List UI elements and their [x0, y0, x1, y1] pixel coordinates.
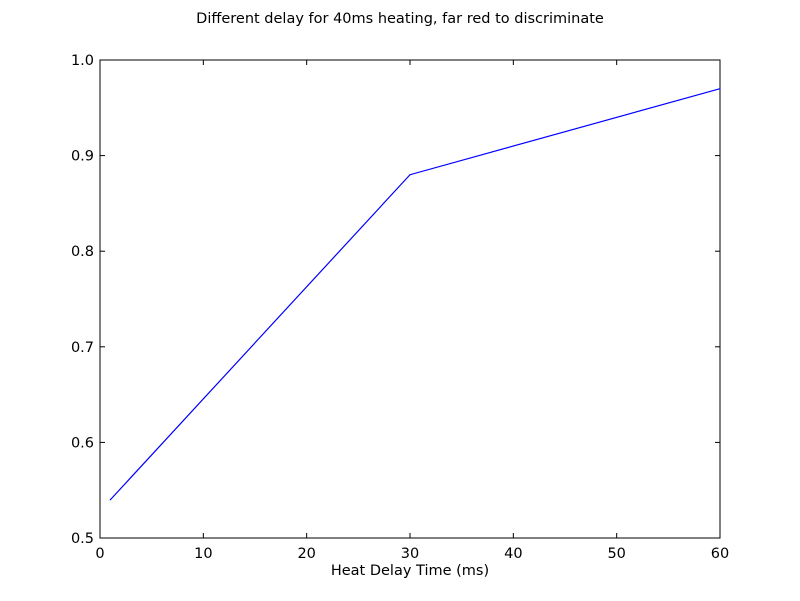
x-tick-label: 50 — [607, 546, 625, 562]
y-tick-label: 0.9 — [71, 149, 94, 165]
x-tick-label: 40 — [504, 546, 522, 562]
chart-title: Different delay for 40ms heating, far re… — [196, 11, 604, 27]
y-tick-label: 1.0 — [71, 53, 94, 69]
y-tick-label: 0.8 — [71, 244, 94, 260]
y-tick-label: 0.5 — [71, 531, 94, 547]
x-tick-label: 20 — [297, 546, 315, 562]
series-layer — [109, 88, 721, 501]
x-tick-label: 10 — [194, 546, 212, 562]
data-point — [719, 88, 721, 90]
x-axis: 0 10 20 30 40 50 60 — [95, 60, 729, 562]
x-tick-label: 60 — [711, 546, 729, 562]
y-axis: 0.5 0.6 0.7 0.8 0.9 1.0 — [71, 53, 720, 547]
y-tick-label: 0.6 — [71, 435, 94, 451]
x-axis-label: Heat Delay Time (ms) — [331, 563, 489, 579]
x-tick-label: 0 — [95, 546, 104, 562]
y-tick-label: 0.7 — [71, 340, 94, 356]
plot-area — [99, 59, 721, 539]
data-point — [109, 499, 111, 501]
data-point — [409, 174, 411, 176]
x-tick-label: 30 — [401, 546, 419, 562]
